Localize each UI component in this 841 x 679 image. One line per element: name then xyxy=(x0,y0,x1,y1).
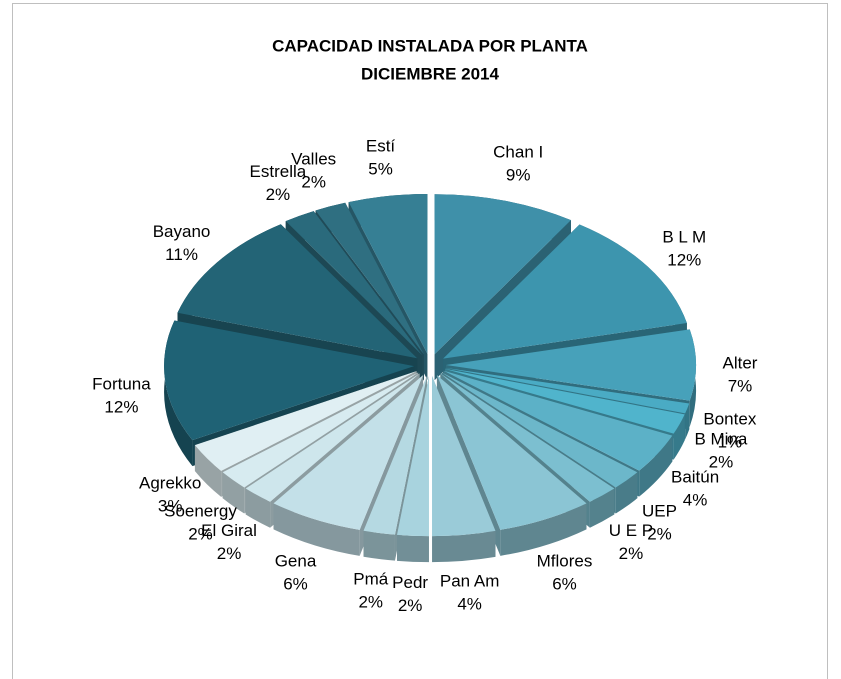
slice-label: B L M xyxy=(662,228,706,247)
slice-side xyxy=(432,530,496,563)
slice-side xyxy=(397,534,429,563)
slice-value-label: 3% xyxy=(158,497,183,516)
slice-top xyxy=(245,373,420,502)
slice-top xyxy=(432,376,496,537)
slice-top xyxy=(273,375,424,530)
slice-value-label: 4% xyxy=(683,491,708,510)
slice-label: Chan I xyxy=(493,143,543,162)
slice-label: Estí xyxy=(366,136,396,155)
chart-subtitle: DICIEMBRE 2014 xyxy=(361,64,499,83)
slice-label: Mflores xyxy=(537,552,593,571)
slice-label: Gena xyxy=(275,552,317,571)
slice-value-label: 2% xyxy=(709,452,734,471)
slice-top xyxy=(440,373,615,502)
slice-value-label: 5% xyxy=(368,159,393,178)
slice-side xyxy=(639,435,673,497)
slice-label: UEP xyxy=(642,501,677,520)
slice-top xyxy=(222,372,419,488)
slice-top xyxy=(441,372,638,488)
slice-value-label: 2% xyxy=(647,524,672,543)
slice-label: Estrella xyxy=(250,162,307,181)
slice-value-label: 2% xyxy=(398,596,423,615)
slice-label: Bontex xyxy=(703,409,756,428)
slice-value-label: 2% xyxy=(188,524,213,543)
slice-top xyxy=(285,211,423,356)
slice-top xyxy=(434,194,571,355)
slice-label: B Mina xyxy=(694,429,747,448)
slice-value-label: 2% xyxy=(619,544,644,563)
slice-value-label: 1% xyxy=(718,432,743,451)
slice-top xyxy=(315,202,424,355)
slice-value-label: 7% xyxy=(728,376,753,395)
slice xyxy=(432,376,496,563)
slice-side xyxy=(363,530,395,561)
slice-side xyxy=(194,445,222,497)
slice-top xyxy=(446,329,697,401)
slice-top xyxy=(436,375,587,530)
slice-label: Soenergy xyxy=(164,501,237,520)
slice-side xyxy=(500,503,587,556)
slice-label: U E P xyxy=(609,521,653,540)
slice-top xyxy=(194,371,417,471)
slice-label: Pan Am xyxy=(440,572,500,591)
slice-value-label: 9% xyxy=(506,166,531,185)
slice-side xyxy=(673,414,685,460)
slice-value-label: 2% xyxy=(266,185,291,204)
slice-value-label: 2% xyxy=(358,592,383,611)
slice-top xyxy=(443,224,687,359)
slice-value-label: 6% xyxy=(552,575,577,594)
slice-value-label: 4% xyxy=(457,595,482,614)
slice-top xyxy=(363,375,427,535)
slice-top xyxy=(443,370,673,471)
slice-side xyxy=(245,488,271,528)
slice-label: Valles xyxy=(291,150,336,169)
slice-label: Agrekko xyxy=(139,474,201,493)
slice-side xyxy=(222,472,245,514)
slice-top xyxy=(397,376,429,537)
slice-label: El Giral xyxy=(201,521,257,540)
slice-value-label: 2% xyxy=(217,544,242,563)
slice-label: Fortuna xyxy=(92,375,151,394)
slice-label: Pmá xyxy=(353,569,389,588)
slice-label: Pedr xyxy=(392,573,428,592)
slice-value-label: 12% xyxy=(667,251,701,270)
slice-label: Baitún xyxy=(671,468,719,487)
slice-label: Alter xyxy=(723,353,758,372)
slice-value-label: 12% xyxy=(104,398,138,417)
chart-title: CAPACIDAD INSTALADA POR PLANTA xyxy=(272,36,588,55)
slice-side xyxy=(164,320,193,467)
slice-side xyxy=(685,403,690,440)
slice-side xyxy=(615,472,638,514)
slice-top xyxy=(445,368,685,434)
slice-top xyxy=(445,367,690,414)
slice-value-label: 2% xyxy=(301,173,326,192)
slice-top xyxy=(177,224,418,359)
slice-label: Bayano xyxy=(153,222,211,241)
slice-value-label: 11% xyxy=(165,245,198,264)
slice xyxy=(397,376,429,563)
slice-side xyxy=(273,503,360,556)
slice-top xyxy=(348,193,428,354)
slice-top xyxy=(164,320,415,441)
slice-value-label: 6% xyxy=(283,575,308,594)
slice-side xyxy=(589,488,615,528)
